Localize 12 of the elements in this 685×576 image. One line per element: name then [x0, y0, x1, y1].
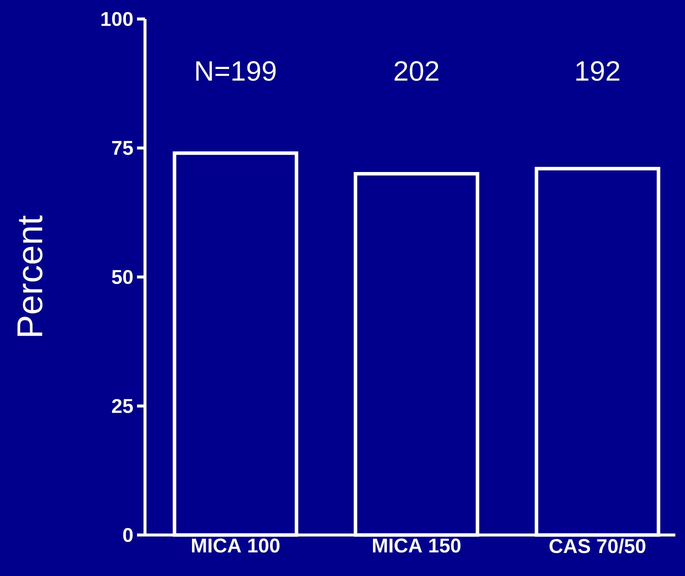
- annotation: 202: [394, 61, 438, 81]
- x-tick-label: MICA 150: [372, 538, 460, 553]
- x-tick-label: MICA 100: [192, 538, 280, 553]
- y-tick-label: 100: [101, 12, 133, 26]
- y-axis-title: Percent: [17, 215, 43, 336]
- annotation: 192: [576, 61, 620, 81]
- y-tick-label: 25: [112, 398, 133, 414]
- annotation: N=199: [196, 61, 276, 81]
- y-tick-label: 0: [123, 528, 133, 542]
- y-tick-label: 50: [112, 270, 133, 284]
- y-tick-label: 75: [112, 141, 133, 155]
- x-tick-label: CAS 70/50: [550, 538, 646, 554]
